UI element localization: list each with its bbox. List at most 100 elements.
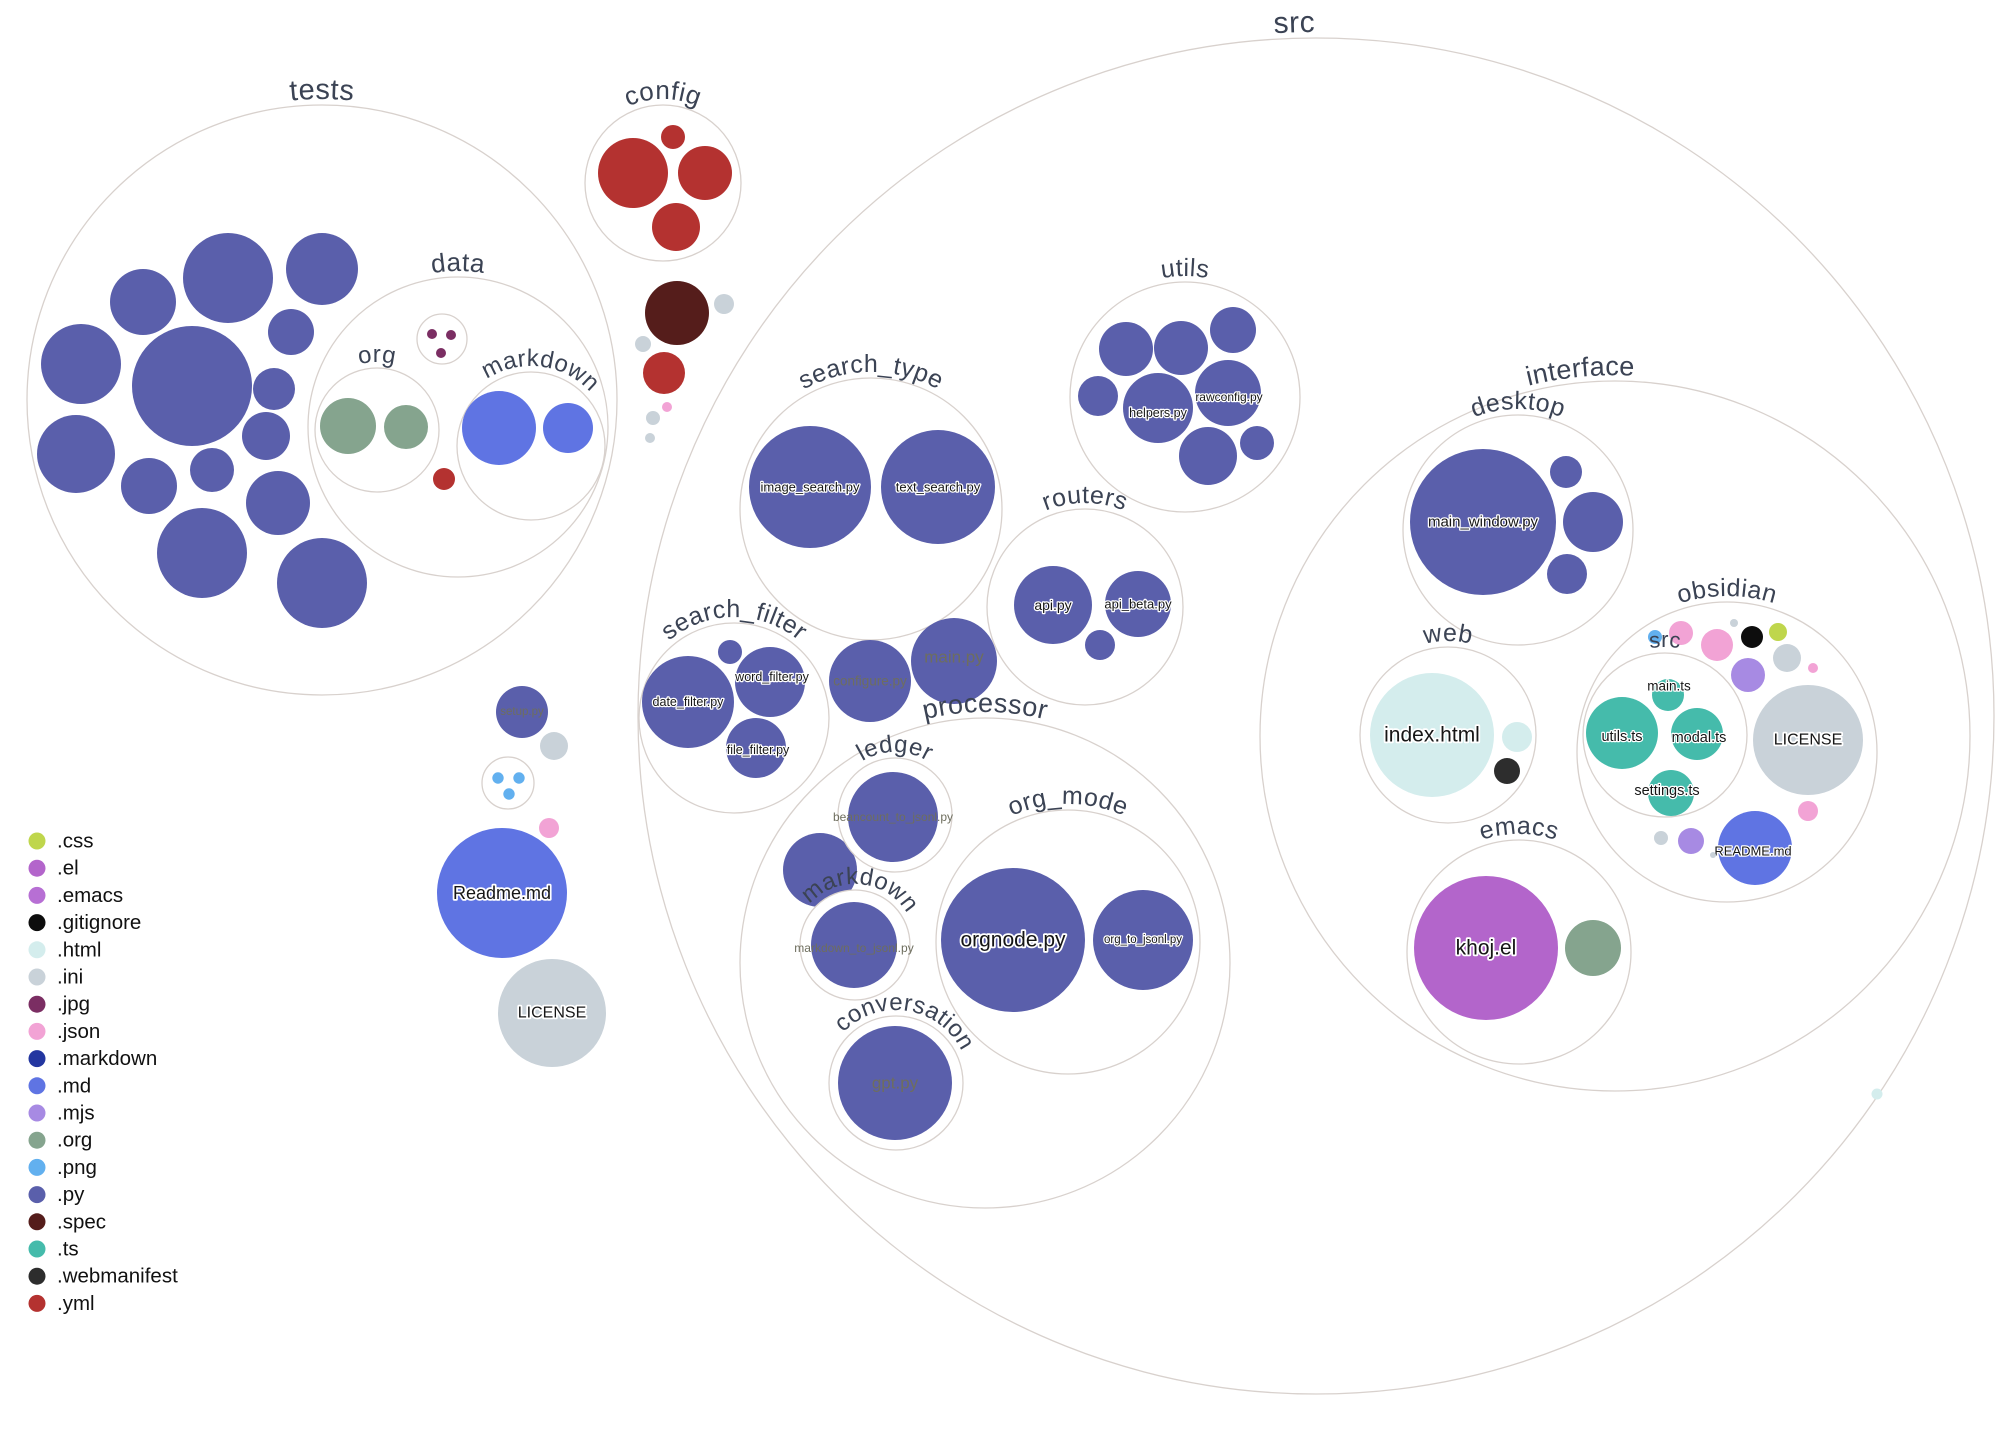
file-png-54-circle (1648, 630, 1662, 644)
file-ini-33-circle (645, 433, 655, 443)
legend-label-emacs: .emacs (57, 884, 123, 907)
legend-label-css: .css (57, 830, 93, 853)
file-file_filter.py-circle (726, 718, 786, 778)
file-yml-30-circle (643, 352, 685, 394)
legend-swatch-markdown (28, 1050, 46, 1068)
legend-item-html: .html (28, 938, 101, 961)
file-khoj.el-label: khoj.el (1456, 937, 1517, 960)
legend-label-mjs: .mjs (57, 1102, 95, 1125)
file-jpg-17-circle (436, 348, 446, 358)
file-beancount_to_jsonl.py-circle (848, 772, 938, 862)
file-json-38-circle (539, 818, 559, 838)
legend-item-emacs: .emacs (28, 884, 123, 907)
file-md-21-circle (543, 403, 593, 453)
legend-label-gitignore: .gitignore (57, 911, 141, 934)
file-date_filter.py-circle (642, 656, 734, 748)
legend-item-md: .md (28, 1074, 91, 1097)
legend-item-json: .json (28, 1020, 100, 1043)
file-org-19-circle (384, 405, 428, 449)
legend-label-json: .json (57, 1020, 100, 1043)
file-mjs-61-circle (1731, 658, 1765, 692)
legend-label-py: .py (57, 1183, 85, 1206)
file-py-6-circle (268, 309, 314, 355)
file-md-20-circle (462, 391, 536, 465)
file-py-46-circle (1085, 630, 1115, 660)
file-settings.ts-label: settings.ts (1634, 783, 1699, 799)
dir-data-org-label: org (356, 341, 398, 370)
file-README.md-circle (1718, 811, 1792, 885)
file-py-9-circle (37, 415, 115, 493)
file-text_search.py-circle (881, 430, 995, 544)
file-py-7-circle (253, 368, 295, 410)
legend-item-webmanifest: .webmanifest (28, 1265, 178, 1288)
file-gitignore-58-circle (1741, 626, 1763, 648)
legend-label-png: .png (57, 1156, 97, 1179)
file-css-59-circle (1769, 623, 1787, 641)
file-LICENSE-label: LICENSE (1774, 732, 1842, 749)
file-ini-34-circle (540, 732, 568, 760)
file-modal.ts-label: modal.ts (1672, 730, 1727, 746)
file-py-5-circle (132, 326, 252, 446)
legend-item-ts: .ts (28, 1238, 79, 1261)
file-ini-66-circle (1710, 852, 1716, 858)
file-png-35-circle (492, 772, 504, 784)
legend-label-ini: .ini (57, 966, 83, 989)
file-settings.ts-circle (1648, 770, 1694, 816)
file-py-47-circle (783, 833, 857, 907)
legend-item-png: .png (28, 1156, 97, 1179)
file-api.py-circle (1014, 566, 1092, 644)
legend-label-html: .html (57, 938, 101, 961)
file-py-12-circle (246, 471, 310, 535)
file-index.html-circle (1370, 673, 1494, 797)
file-png-36-circle (513, 772, 525, 784)
file-main_window.py-label: main_window.py (1428, 514, 1539, 531)
legend-item-jpg: .jpg (28, 993, 90, 1016)
file-LICENSE-label: LICENSE (518, 1005, 586, 1022)
file-py-50-circle (1547, 554, 1587, 594)
file-markdown_to_jsonl.py-label: markdown_to_jsonl.py (794, 941, 913, 955)
dir-data-label: data (429, 247, 487, 279)
legend-item-org: .org (28, 1129, 92, 1152)
file-py-1-circle (110, 269, 176, 335)
legend-swatch-ts (28, 1240, 46, 1258)
file-gpt.py-circle (838, 1026, 952, 1140)
file-main.py-circle (911, 618, 997, 704)
file-py-10-circle (121, 458, 177, 514)
file-py-49-circle (1563, 492, 1623, 552)
file-json-63-circle (1798, 801, 1818, 821)
file-webmanifest-52-circle (1494, 758, 1520, 784)
file-helpers.py-circle (1123, 373, 1193, 443)
legend-label-org: .org (57, 1129, 92, 1152)
file-main.ts-label: main.ts (1647, 679, 1691, 694)
legend-label-ts: .ts (57, 1238, 79, 1261)
legend-label-yml: .yml (57, 1292, 95, 1315)
file-README.md-label: README.md (1714, 844, 1791, 859)
file-Readme.md-label: Readme.md (453, 883, 551, 903)
file-modal.ts-circle (1671, 708, 1723, 760)
file-utils.ts-label: utils.ts (1601, 729, 1642, 745)
file-image_search.py-label: image_search.py (761, 480, 860, 495)
legend-swatch-py (28, 1186, 46, 1204)
file-py-40-circle (1099, 322, 1153, 376)
file-Readme.md-circle (437, 828, 567, 958)
file-json-62-circle (1808, 663, 1818, 673)
legend-label-markdown: .markdown (57, 1047, 157, 1070)
file-ini-28-circle (714, 294, 734, 314)
file-html-67-circle (1871, 1088, 1883, 1100)
file-rawconfig.py-label: rawconfig.py (1195, 390, 1262, 404)
file-json-31-circle (662, 402, 672, 412)
legend-item-ini: .ini (28, 966, 83, 989)
file-orgnode.py-circle (941, 868, 1085, 1012)
file-py-2-circle (183, 233, 273, 323)
file-image_search.py-circle (749, 426, 871, 548)
legend-swatch-json (28, 1022, 46, 1040)
legend-swatch-md (28, 1077, 46, 1095)
file-configure.py-circle (829, 640, 911, 722)
dir-tests-label: tests (288, 74, 355, 108)
file-LICENSE-circle (498, 959, 606, 1067)
file-helpers.py-label: helpers.py (1129, 406, 1187, 420)
legend-item-spec: .spec (28, 1210, 106, 1233)
dir-obsidian-src-label: src (1648, 627, 1683, 653)
file-khoj.el-circle (1414, 876, 1558, 1020)
